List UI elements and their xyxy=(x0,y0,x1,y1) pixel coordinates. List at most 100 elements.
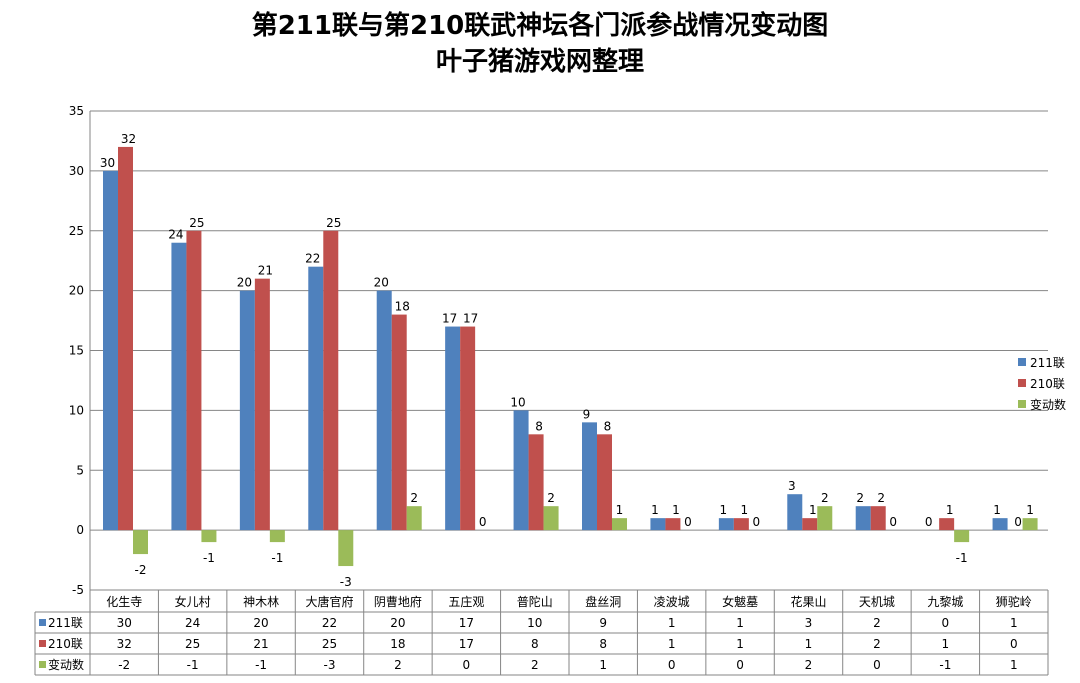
data-label: 0 xyxy=(753,515,761,529)
table-cell: 0 xyxy=(873,658,881,672)
table-cell: 1 xyxy=(599,658,607,672)
data-label: 25 xyxy=(189,216,204,230)
table-cell: -1 xyxy=(187,658,199,672)
table-cell: 2 xyxy=(394,658,402,672)
x-category-label: 女魃墓 xyxy=(722,594,758,609)
data-label: 8 xyxy=(535,419,543,433)
table-cell: 21 xyxy=(253,637,268,651)
table-cell: 0 xyxy=(942,616,950,630)
x-category-label: 女儿村 xyxy=(175,594,211,609)
bar-1-化生寺 xyxy=(103,170,118,531)
bar-3-普陀山 xyxy=(543,506,559,531)
y-tick-label: 15 xyxy=(69,344,84,358)
bar-2-大唐官府 xyxy=(323,230,339,531)
data-label: 30 xyxy=(100,156,115,170)
data-label: -1 xyxy=(956,551,968,565)
bar-3-女儿村 xyxy=(201,530,217,543)
data-label: 22 xyxy=(305,252,320,266)
data-label: 32 xyxy=(121,132,136,146)
data-label: 0 xyxy=(925,515,933,529)
data-label: 0 xyxy=(479,515,487,529)
table-cell: -1 xyxy=(255,658,267,672)
table-cell: 1 xyxy=(668,637,676,651)
table-cell: 17 xyxy=(459,637,474,651)
data-label: 1 xyxy=(672,503,680,517)
bar-3-狮驼岭 xyxy=(1022,518,1038,531)
y-tick-label: -5 xyxy=(72,583,84,597)
bar-1-五庄观 xyxy=(445,326,461,531)
table-cell: -1 xyxy=(939,658,951,672)
data-label: 1 xyxy=(741,503,749,517)
table-cell: 32 xyxy=(117,637,132,651)
table-cell: 0 xyxy=(1010,637,1018,651)
x-category-label: 大唐官府 xyxy=(305,594,353,609)
data-label: 1 xyxy=(993,503,1001,517)
data-label: 10 xyxy=(510,395,525,409)
x-category-label: 神木林 xyxy=(243,595,279,609)
x-category-label: 盘丝洞 xyxy=(585,594,621,609)
table-cell: 17 xyxy=(459,616,474,630)
x-category-label: 凌波城 xyxy=(654,595,690,609)
data-label: 0 xyxy=(1014,515,1022,529)
bar-3-神木林 xyxy=(269,530,285,543)
table-cell: -2 xyxy=(118,658,130,672)
bar-1-神木林 xyxy=(239,290,255,531)
table-cell: 0 xyxy=(463,658,471,672)
y-tick-label: 25 xyxy=(69,224,84,238)
bar-2-普陀山 xyxy=(528,434,544,531)
data-label: 17 xyxy=(442,312,457,326)
y-tick-label: 5 xyxy=(76,463,84,477)
bar-1-花果山 xyxy=(787,494,803,531)
table-series-label: 210联 xyxy=(48,637,83,651)
table-cell: 3 xyxy=(805,616,813,630)
data-label: 2 xyxy=(410,491,418,505)
y-tick-label: 20 xyxy=(69,284,84,298)
bar-1-阴曹地府 xyxy=(376,290,392,531)
table-cell: 9 xyxy=(599,616,607,630)
data-label: 0 xyxy=(684,515,692,529)
data-label: 1 xyxy=(946,503,954,517)
bar-1-天机城 xyxy=(855,506,871,531)
data-label: 2 xyxy=(856,491,864,505)
data-label: 9 xyxy=(583,407,591,421)
y-tick-label: 30 xyxy=(69,164,84,178)
data-label: 20 xyxy=(374,276,389,290)
table-series-label: 变动数 xyxy=(48,657,84,672)
bar-2-阴曹地府 xyxy=(391,314,407,531)
table-cell: 2 xyxy=(873,616,881,630)
bar-2-花果山 xyxy=(802,518,818,531)
table-cell: 1 xyxy=(736,616,744,630)
bar-3-化生寺 xyxy=(133,530,148,555)
data-label: 20 xyxy=(237,276,252,290)
data-label: 21 xyxy=(258,264,273,278)
table-cell: 1 xyxy=(1010,616,1018,630)
bar-1-盘丝洞 xyxy=(582,422,597,531)
bar-2-天机城 xyxy=(870,506,886,531)
chart-subtitle: 叶子猪游戏网整理 xyxy=(436,46,644,77)
bar-3-大唐官府 xyxy=(338,530,354,567)
data-label: -3 xyxy=(340,575,352,589)
table-cell: 2 xyxy=(873,637,881,651)
data-label: -1 xyxy=(203,551,215,565)
table-cell: 25 xyxy=(185,637,200,651)
chart-title: 第211联与第210联武神坛各门派参战情况变动图 xyxy=(252,10,829,41)
x-category-label: 普陀山 xyxy=(517,594,553,609)
data-label: 25 xyxy=(326,216,341,230)
table-series-label: 211联 xyxy=(48,616,83,630)
table-cell: 1 xyxy=(1010,658,1018,672)
y-tick-label: 10 xyxy=(69,403,84,417)
table-cell: 30 xyxy=(117,616,132,630)
table-cell: 2 xyxy=(531,658,539,672)
table-cell: 2 xyxy=(805,658,813,672)
data-label: 2 xyxy=(547,491,555,505)
bar-3-九黎城 xyxy=(954,530,970,543)
legend-swatch xyxy=(1018,358,1026,366)
data-label: 2 xyxy=(877,491,885,505)
legend-swatch xyxy=(1018,400,1026,408)
table-cell: 0 xyxy=(668,658,676,672)
x-category-label: 花果山 xyxy=(790,594,826,609)
legend-swatch xyxy=(1018,379,1026,387)
table-cell: -3 xyxy=(324,658,336,672)
data-label: 1 xyxy=(651,503,659,517)
data-label: -2 xyxy=(135,563,147,577)
